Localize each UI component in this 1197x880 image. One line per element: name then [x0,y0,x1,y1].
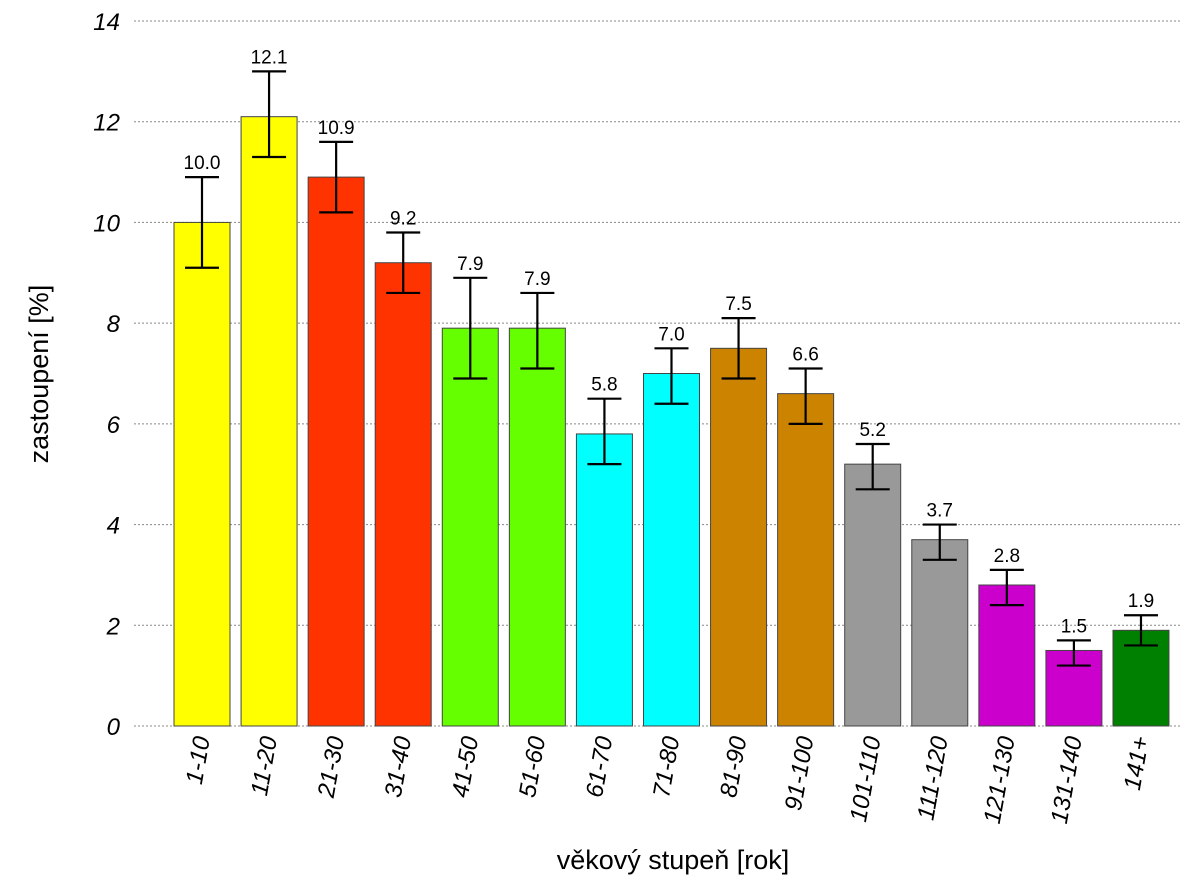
data-label-141+: 1.9 [1128,591,1154,612]
x-tick-label-131-140: 131-140 [1046,734,1088,826]
x-tick-label-1-10: 1-10 [181,734,216,787]
data-label-61-70: 5.8 [591,375,617,396]
x-tick-label-91-100: 91-100 [780,734,820,813]
y-tick-label: 10 [93,210,120,237]
data-label-71-80: 7.0 [658,324,684,345]
x-tick-label-111-120: 111-120 [912,734,953,823]
bar-121-130 [978,584,1036,727]
data-label-41-50: 7.9 [457,254,483,275]
y-axis-label: zastoupení [%] [24,285,54,464]
data-label-131-140: 1.5 [1061,616,1087,637]
bar-41-50 [441,327,499,727]
bar-111-120 [911,539,969,727]
error-bar-11-20 [252,70,287,159]
bars [173,116,1170,727]
bar-71-80 [642,373,700,727]
error-bar-131-140 [1056,639,1091,667]
data-label-111-120: 3.7 [927,501,953,522]
data-label-31-40: 9.2 [390,209,416,230]
bar-61-70 [575,433,633,727]
data-label-11-20: 12.1 [251,47,288,68]
error-bar-121-130 [989,568,1024,607]
error-bar-71-80 [654,347,689,405]
x-axis-label: věkový stupeň [rok] [557,845,790,875]
bar-101-110 [844,463,902,727]
error-bar-91-100 [788,367,823,425]
data-label-91-100: 6.6 [792,344,818,365]
x-tick-label-71-80: 71-80 [648,734,685,800]
data-label-21-30: 10.9 [318,118,355,139]
error-bar-141+ [1123,614,1158,647]
x-tick-label-141+: 141+ [1119,734,1155,792]
x-tick-label-51-60: 51-60 [514,734,551,800]
x-tick-label-21-30: 21-30 [313,734,351,801]
error-bar-101-110 [855,442,890,491]
x-tick-label-121-130: 121-130 [979,734,1021,826]
data-labels: 10.0 12.1 10.9 9.2 7.9 7.9 5.8 7.0 7.5 6.6 5.2 3.7 2… [184,47,1155,637]
bar-81-90 [710,347,768,727]
bar-91-100 [777,393,835,727]
error-bar-21-30 [319,140,354,214]
y-tick-label: 8 [107,311,121,338]
error-bar-41-50 [453,276,488,380]
data-label-1-10: 10.0 [184,153,221,174]
bar-1-10 [173,221,231,727]
error-bar-51-60 [520,291,555,370]
x-tick-label-81-90: 81-90 [715,734,752,800]
x-tick-label-11-20: 11-20 [246,734,283,798]
y-tick-label: 4 [107,513,120,540]
error-bar-1-10 [185,176,219,269]
x-axis-ticks: 1-10 11-20 21-30 31-40 41-50 51-60 61-70 71-80 8… [181,734,1155,826]
data-label-51-60: 7.9 [524,269,550,290]
error-bars [185,70,1158,667]
bar-11-20 [240,116,298,727]
x-tick-label-41-50: 41-50 [447,734,484,800]
y-tick-label: 6 [107,412,121,439]
bar-51-60 [508,327,566,727]
data-label-81-90: 7.5 [725,294,751,315]
y-tick-label: 0 [107,714,121,741]
error-bar-81-90 [721,317,756,380]
x-tick-label-31-40: 31-40 [380,734,417,800]
error-bar-111-120 [922,523,957,561]
y-axis-ticks: 0 2 4 6 8 10 12 14 [93,9,120,741]
bar-31-40 [374,262,432,727]
y-tick-label: 12 [93,110,120,137]
data-label-101-110: 5.2 [859,420,885,441]
y-tick-label: 14 [93,9,120,36]
error-bar-61-70 [587,397,622,466]
x-tick-label-101-110: 101-110 [845,734,887,824]
error-bar-31-40 [386,231,421,295]
bar-21-30 [307,176,365,727]
y-tick-label: 2 [106,613,120,640]
data-label-121-130: 2.8 [994,546,1020,567]
x-tick-label-61-70: 61-70 [581,734,618,800]
